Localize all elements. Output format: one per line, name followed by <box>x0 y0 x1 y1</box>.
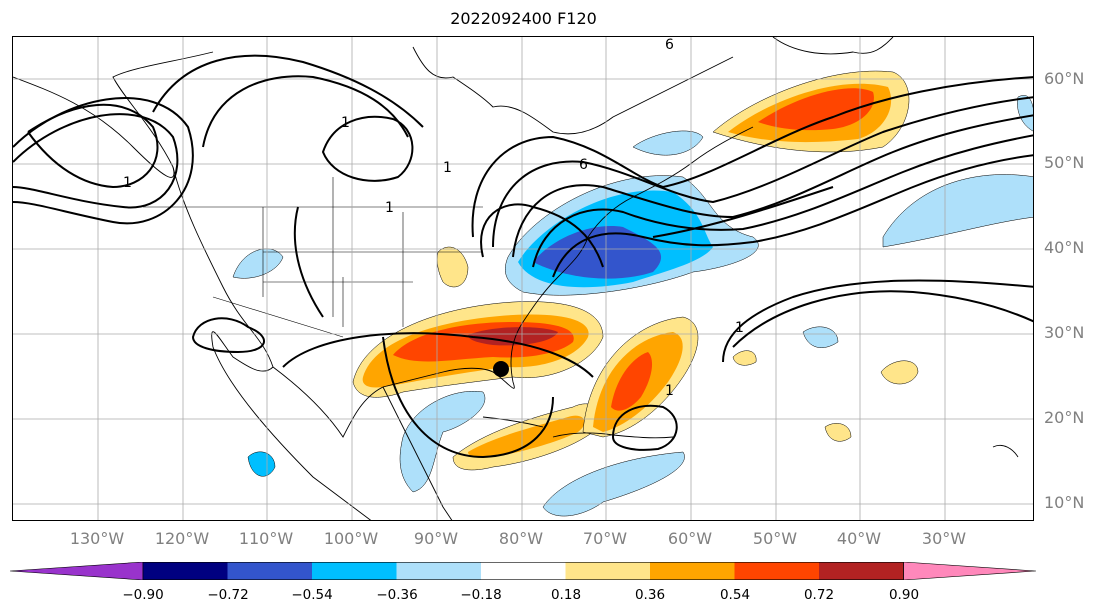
colorbar-extend-high <box>903 561 1037 581</box>
warm-anomaly-patch-4 <box>824 423 852 442</box>
cold-anomaly-patch-4 <box>399 390 486 493</box>
colorbar-tick: −0.36 <box>376 587 418 603</box>
graticule <box>13 37 1033 520</box>
contour-label: 1 <box>735 320 744 336</box>
contour-label: 1 <box>665 383 674 399</box>
colorbar-tick: 0.18 <box>550 587 582 603</box>
contour-label: 6 <box>665 37 674 53</box>
lon-label: 110°W <box>238 529 294 548</box>
colorbar-bin <box>481 562 566 580</box>
contour-label: 1 <box>443 160 452 176</box>
lat-label: 20°N <box>1044 408 1085 427</box>
colorbar-bin <box>650 562 735 580</box>
cold-anomaly-patch-1 <box>632 130 704 156</box>
cold-anomaly-patch-2 <box>882 174 1033 248</box>
lon-label: 60°W <box>667 529 713 548</box>
colorbar-bin <box>819 562 904 580</box>
colorbar-bin <box>143 562 228 580</box>
colorbar-svg <box>9 561 1037 581</box>
colorbar-bin <box>396 562 482 580</box>
lon-label: 90°W <box>413 529 459 548</box>
map-canvas: 6 6 1 1 1 1 1 1 <box>13 37 1033 520</box>
colorbar-tick: −0.90 <box>122 587 164 603</box>
lon-label: 30°W <box>921 529 967 548</box>
colorbar-bin <box>312 562 397 580</box>
lon-label: 120°W <box>154 529 210 548</box>
cold-anomaly-patch-8 <box>1017 95 1033 132</box>
colorbar <box>9 561 1037 581</box>
lat-label: 30°N <box>1044 323 1085 342</box>
colorbar-tick: 0.72 <box>803 587 835 603</box>
lon-label: 70°W <box>582 529 628 548</box>
lat-label: 40°N <box>1044 238 1085 257</box>
storm-center-marker <box>493 361 509 377</box>
cold-anomaly-patch-5 <box>542 451 685 517</box>
colorbar-tick: 0.54 <box>719 587 751 603</box>
colorbar-tick: 0.36 <box>634 587 666 603</box>
lat-label: 60°N <box>1044 69 1085 88</box>
map-title: 2022092400 F120 <box>450 9 597 28</box>
contour-lines <box>13 54 1033 459</box>
colorbar-outline <box>142 562 904 580</box>
colorbar-extend-low <box>9 561 144 581</box>
warm-anomaly-northeast-max <box>758 88 874 131</box>
contour-label: 1 <box>123 175 132 191</box>
colorbar-bin <box>565 562 651 580</box>
political-borders <box>143 177 483 338</box>
lat-label: 50°N <box>1044 153 1085 172</box>
contour-label: 1 <box>385 200 394 216</box>
warm-anomaly-caribbean-core <box>468 415 585 458</box>
lon-label: 80°W <box>498 529 544 548</box>
lon-label: 50°W <box>752 529 798 548</box>
coastlines <box>13 37 1019 520</box>
colorbar-tick: −0.72 <box>207 587 249 603</box>
contour-label-group: 6 6 1 1 1 1 1 1 <box>123 37 744 399</box>
colorbar-bin <box>227 562 313 580</box>
lon-label: 100°W <box>323 529 379 548</box>
lon-label: 40°W <box>836 529 882 548</box>
warm-anomaly-atlantic-core <box>611 352 653 411</box>
cold-anomaly-patch-3 <box>232 248 284 279</box>
warm-anomaly-patch-3 <box>732 350 757 366</box>
warm-anomaly-gulf-max <box>468 327 558 346</box>
warm-anomaly-patch-2 <box>880 360 919 385</box>
colorbar-tick: 0.90 <box>888 587 920 603</box>
cold-anomaly-patch-7 <box>802 326 839 348</box>
contour-label: 1 <box>341 115 350 131</box>
lat-label: 10°N <box>1044 493 1085 512</box>
colorbar-tick: −0.18 <box>460 587 502 603</box>
warm-anomaly-patch-1 <box>436 246 469 288</box>
lon-label: 130°W <box>69 529 125 548</box>
colorbar-bin <box>734 562 820 580</box>
colorbar-tick: −0.54 <box>291 587 333 603</box>
contour-label: 6 <box>579 157 588 173</box>
map-panel: 6 6 1 1 1 1 1 1 <box>12 36 1034 521</box>
cold-anomaly-patch-6 <box>247 451 276 477</box>
